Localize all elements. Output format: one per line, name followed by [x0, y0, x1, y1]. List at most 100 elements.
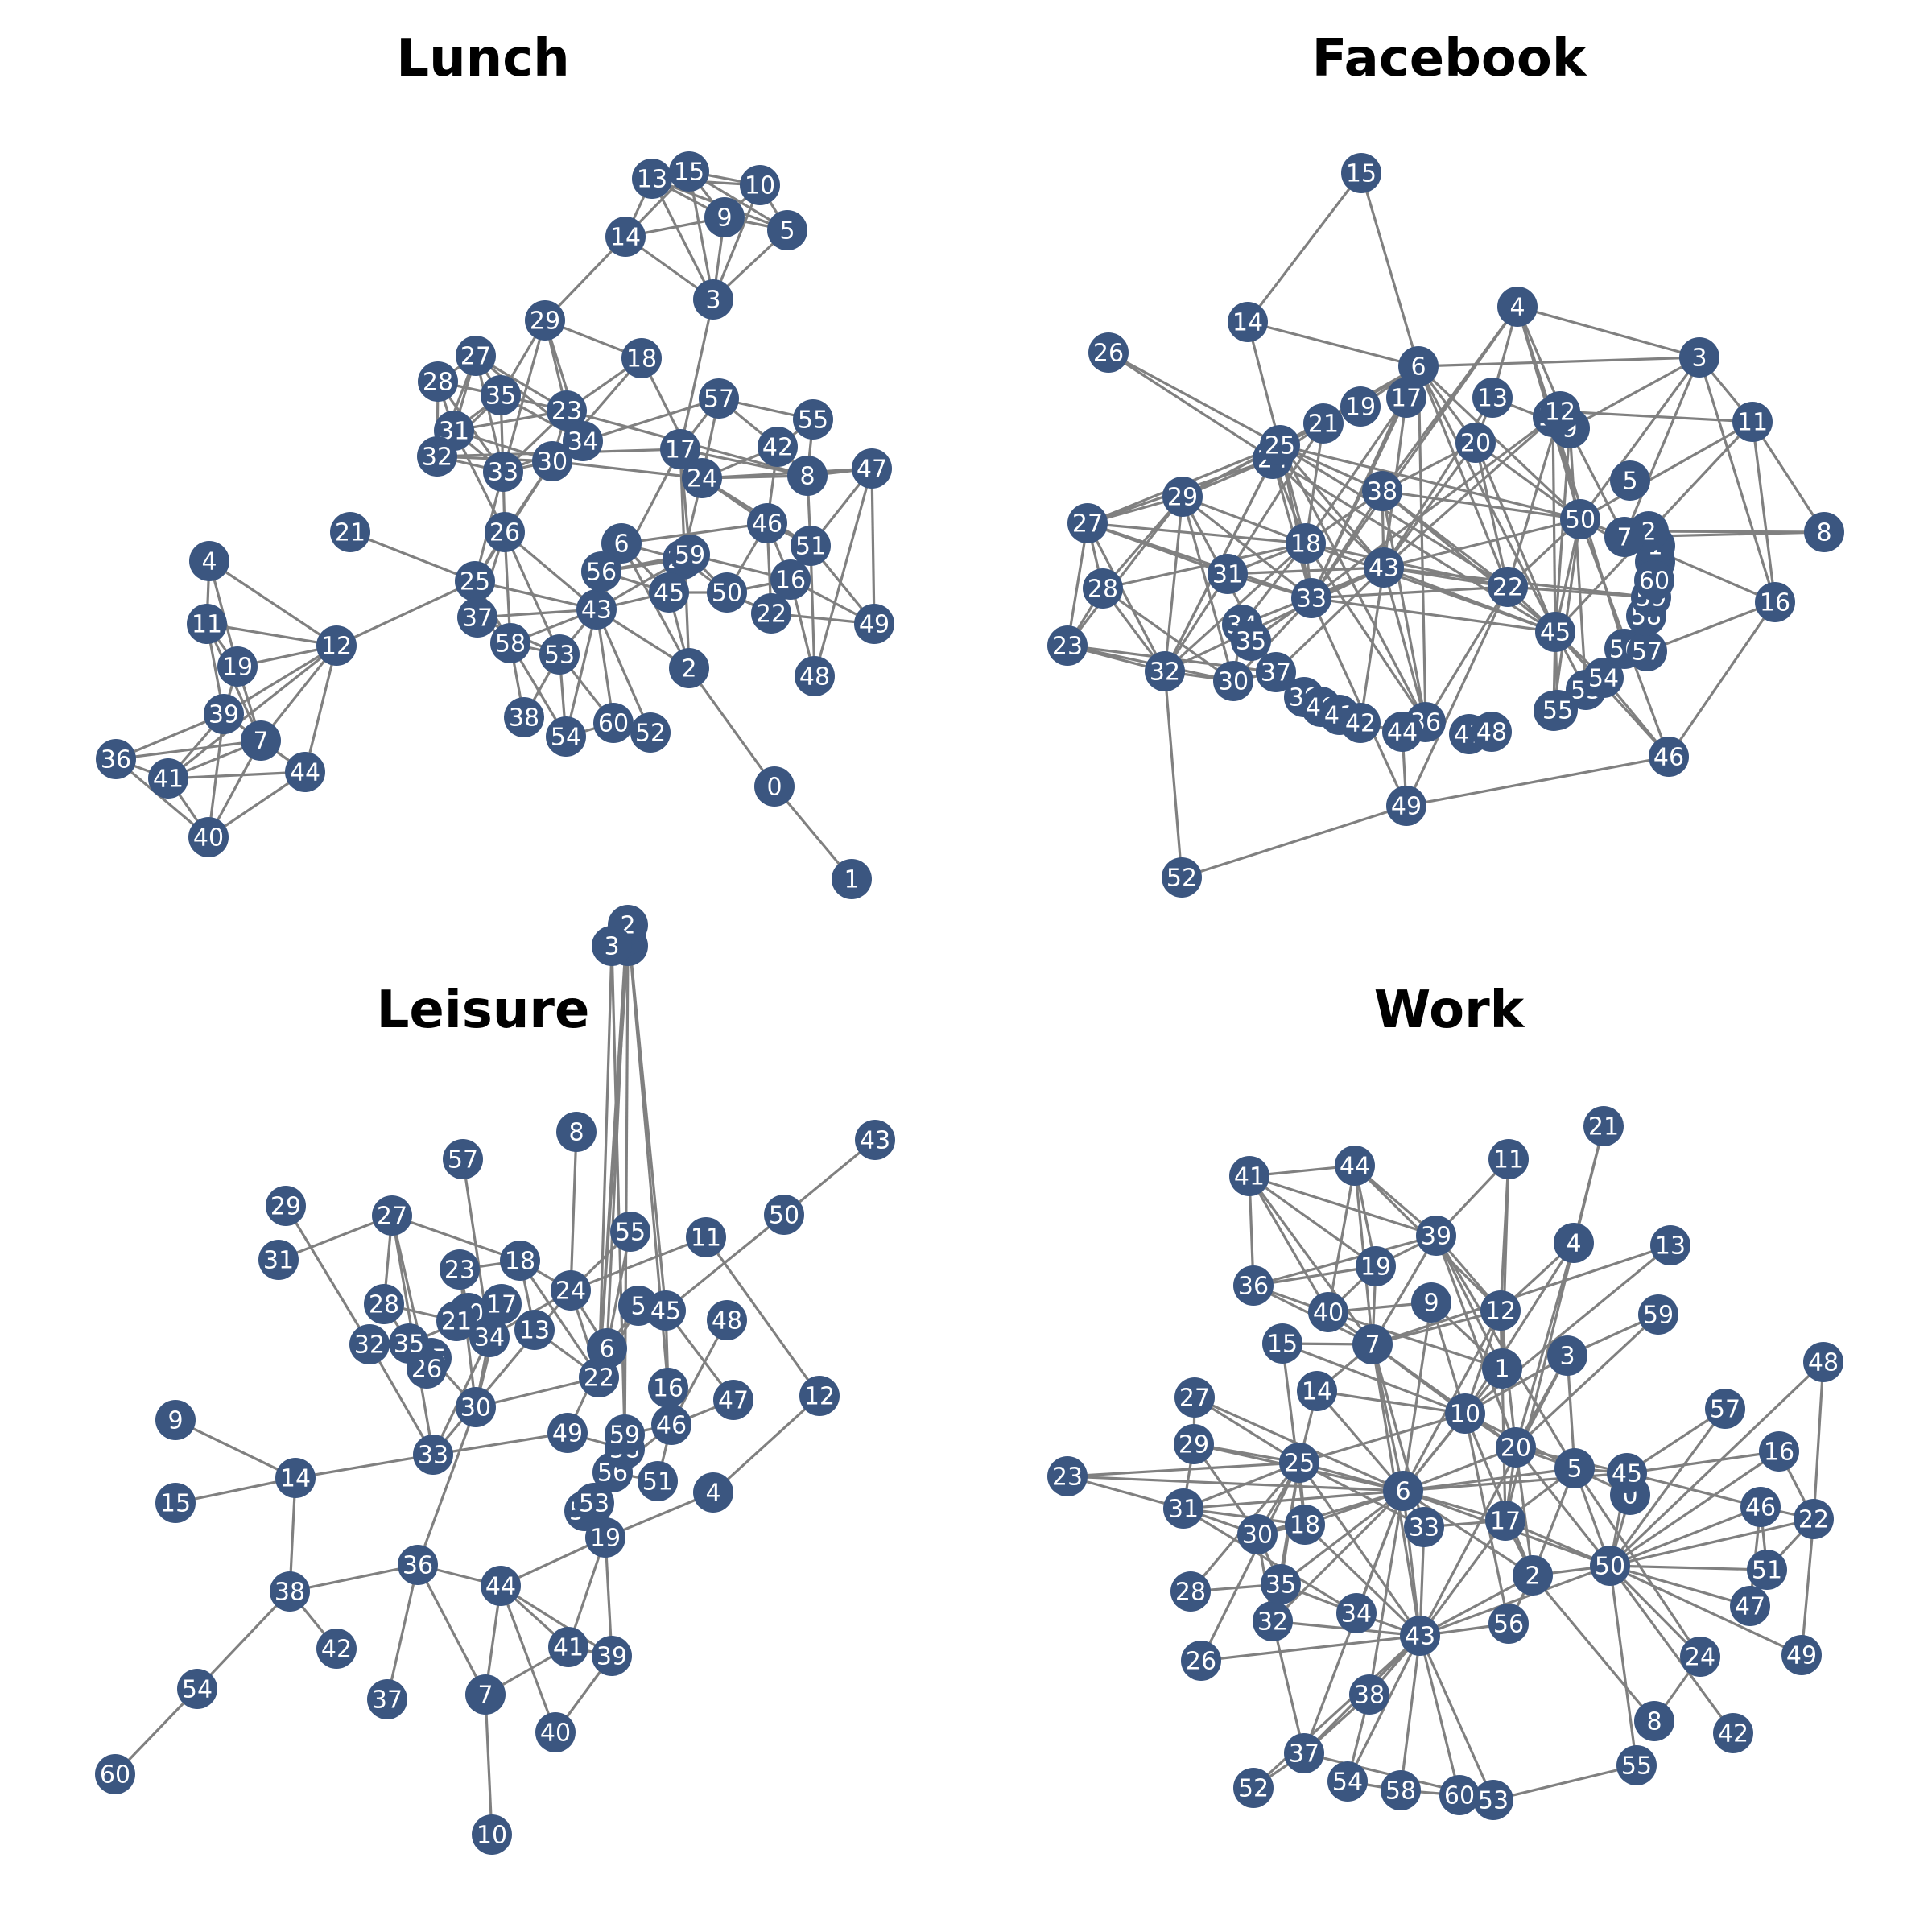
edge	[349, 530, 476, 583]
node-label: 12	[1485, 1298, 1516, 1326]
node-circle	[1284, 1733, 1324, 1773]
edge	[196, 1590, 291, 1690]
node-24: 24	[682, 458, 722, 498]
node-circle	[177, 1669, 217, 1709]
node-12: 12	[1540, 391, 1580, 431]
node-circle	[1535, 612, 1575, 652]
node-46: 46	[1740, 1487, 1781, 1527]
node-circle	[1291, 578, 1331, 618]
node-circle	[1261, 1564, 1301, 1604]
node-label: 49	[1391, 793, 1422, 821]
node-14: 14	[1228, 302, 1268, 342]
edge	[1812, 1361, 1825, 1520]
node-circle	[490, 623, 530, 663]
node-label: 54	[182, 1676, 213, 1704]
node-circle	[1208, 554, 1248, 594]
node-label: 21	[441, 1308, 472, 1336]
node-label: 6	[1410, 353, 1426, 382]
node-circle	[632, 159, 672, 199]
edge	[1199, 1462, 1301, 1662]
node-label: 40	[540, 1719, 571, 1748]
node-circle	[349, 1324, 390, 1364]
node-17: 17	[660, 429, 700, 469]
node-34: 34	[563, 421, 603, 461]
edge	[208, 559, 337, 647]
node-circle	[1404, 1507, 1444, 1547]
edges-facebook	[1066, 172, 1826, 879]
node-30: 30	[1213, 661, 1253, 701]
node-label: 43	[1368, 555, 1399, 583]
node-23: 23	[1047, 1456, 1088, 1496]
node-label: 52	[1166, 865, 1197, 893]
edge	[551, 460, 703, 480]
edge	[570, 1236, 707, 1292]
node-label: 50	[712, 580, 742, 608]
node-label: 25	[460, 568, 490, 597]
edge	[1226, 423, 1325, 575]
node-49: 49	[854, 604, 894, 644]
node-54: 54	[1327, 1761, 1368, 1802]
edge	[1279, 444, 1581, 521]
node-42: 42	[1713, 1713, 1753, 1753]
node-label: 18	[626, 345, 657, 374]
node-circle	[330, 512, 370, 552]
edge	[1253, 1265, 1377, 1287]
node-circle	[96, 739, 136, 779]
node-22: 22	[1488, 567, 1528, 607]
node-label: 19	[1360, 1253, 1391, 1282]
edge	[1402, 1490, 1422, 1637]
node-circle	[556, 1112, 597, 1152]
node-circle	[1229, 1156, 1269, 1196]
node-circle	[1540, 391, 1580, 431]
node-circle	[1472, 378, 1513, 418]
node-circle	[1285, 1505, 1325, 1545]
node-31: 31	[258, 1240, 299, 1280]
edge	[416, 1564, 487, 1695]
node-32: 32	[417, 436, 457, 477]
node-label: 46	[1745, 1494, 1776, 1522]
edge	[1274, 566, 1385, 674]
node-label: 52	[635, 720, 666, 748]
node-circle	[316, 1629, 357, 1669]
edge	[1346, 1635, 1422, 1782]
edge	[1608, 1565, 1735, 1734]
node-label: 13	[519, 1317, 550, 1345]
nodes-facebook: 0123456789101112131415161718192021222324…	[1047, 153, 1844, 898]
node-label: 47	[857, 456, 887, 484]
edge	[1626, 1472, 1761, 1509]
node-circle	[799, 1376, 840, 1416]
node-6: 6	[601, 523, 642, 564]
node-label: 36	[101, 746, 131, 774]
edge	[1382, 410, 1562, 569]
edge	[167, 644, 337, 780]
node-15: 15	[155, 1483, 196, 1523]
node-circle	[610, 1212, 650, 1252]
node-18: 18	[1286, 523, 1326, 564]
node-16: 16	[1759, 1431, 1799, 1472]
node-5: 5	[1554, 1448, 1595, 1488]
node-circle	[1794, 1499, 1834, 1539]
node-circle	[563, 421, 603, 461]
node-label: 14	[610, 224, 641, 252]
node-label: 29	[1167, 484, 1198, 512]
edge	[1163, 671, 1183, 878]
node-19: 19	[217, 646, 258, 687]
node-circle	[1607, 1453, 1647, 1493]
edge	[1609, 1564, 1751, 1608]
edge	[1475, 441, 1581, 521]
node-circle	[1352, 1324, 1393, 1364]
node-circle	[1713, 1713, 1753, 1753]
edge	[623, 945, 630, 1450]
node-circle	[630, 712, 671, 753]
node-circle	[1560, 499, 1600, 539]
node-circle	[704, 197, 745, 237]
node-circle	[1335, 1146, 1375, 1186]
edge	[175, 1418, 296, 1480]
node-label: 55	[615, 1219, 646, 1247]
node-label: 11	[1737, 409, 1768, 437]
node-label: 35	[1236, 628, 1266, 656]
node-circle	[469, 1317, 510, 1357]
node-label: 55	[798, 407, 828, 435]
node-45: 45	[646, 1290, 686, 1331]
node-circle	[669, 151, 709, 192]
